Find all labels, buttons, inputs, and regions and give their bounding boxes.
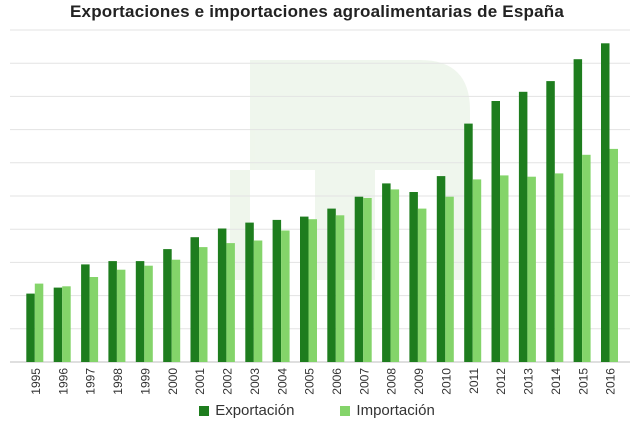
bar-importacion-2012 [500,175,509,362]
legend-label-exportacion: Exportación [215,402,295,419]
bar-importacion-1997 [89,277,99,362]
x-tick-label: 2008 [385,368,399,395]
bar-exportacion-2014 [546,81,555,362]
bar-exportacion-1996 [53,287,63,362]
bar-exportacion-2001 [190,237,199,362]
legend: Exportación Importación [0,402,634,419]
bar-importacion-2005 [308,219,317,362]
legend-item-exportacion: Exportación [199,402,294,419]
bar-exportacion-2005 [300,216,309,362]
x-tick-label: 2003 [248,368,262,395]
bar-exportacion-2007 [354,196,364,362]
bar-exportacion-2004 [272,219,282,362]
legend-swatch-importacion [340,405,351,416]
x-tick-label: 2011 [467,368,481,394]
bar-importacion-2015 [582,154,591,362]
x-tick-label: 2006 [330,368,344,395]
x-axis: 1995 1996 1997 1998 1999 2000 2001 2002 2003 2004… [29,368,618,395]
x-tick-label: 2012 [494,368,508,395]
bar-importacion-2009 [417,208,427,362]
bar-exportacion-1999 [135,261,145,362]
bar-exportacion-1998 [108,261,117,362]
x-tick-label: 1997 [84,368,98,395]
bar-exportacion-2009 [409,192,418,362]
bar-importacion-2000 [171,259,181,362]
x-tick-label: 2014 [549,368,563,395]
bar-exportacion-2003 [245,222,254,362]
x-tick-label: 2009 [412,368,426,395]
x-tick-label: 2000 [166,368,180,395]
bar-importacion-2011 [472,179,482,362]
bar-importacion-1996 [62,286,71,362]
x-tick-label: 2007 [357,368,371,395]
x-tick-label: 2015 [576,368,590,395]
chart-title: Exportaciones e importaciones agroalimen… [70,2,564,21]
bar-exportacion-2015 [573,59,583,362]
bar-exportacion-2000 [163,249,172,362]
bar-exportacion-2002 [217,228,227,362]
bar-exportacion-2010 [436,176,446,362]
legend-label-importacion: Importación [356,402,435,419]
bar-importacion-2008 [390,189,400,362]
bars [26,43,618,363]
x-tick-label: 2016 [604,368,618,395]
bar-exportacion-1995 [26,293,35,362]
x-tick-label: 2013 [522,368,536,395]
bar-exportacion-1997 [81,264,90,362]
bar-importacion-1998 [116,269,126,362]
legend-item-importacion: Importación [340,402,435,419]
bar-importacion-2004 [281,230,290,362]
bar-exportacion-2012 [491,101,500,362]
bar-exportacion-2013 [518,91,528,363]
bar-importacion-1999 [144,265,153,362]
bar-exportacion-2008 [382,183,391,362]
bar-importacion-1995 [34,283,44,362]
x-tick-label: 2004 [275,368,289,395]
x-tick-label: 1999 [138,368,152,395]
legend-swatch-exportacion [199,405,210,416]
bar-importacion-2003 [253,240,263,362]
bar-importacion-2010 [445,196,454,362]
x-tick-label: 2002 [221,368,235,395]
x-tick-label: 1998 [111,368,125,395]
bar-importacion-2016 [609,148,618,362]
bar-importacion-2001 [199,247,208,362]
bar-importacion-2013 [527,176,536,362]
x-tick-label: 1996 [56,368,70,395]
bar-exportacion-2006 [327,208,336,362]
bar-importacion-2014 [554,173,564,362]
bar-exportacion-2011 [464,123,473,362]
bar-importacion-2007 [363,198,372,362]
x-tick-label: 2005 [303,368,317,395]
x-tick-label: 2001 [193,368,207,395]
watermark-logo [230,60,470,280]
bar-importacion-2002 [226,243,235,362]
x-tick-label: 1995 [29,368,43,395]
bar-exportacion-2016 [601,43,610,363]
x-tick-label: 2010 [439,368,453,395]
bar-importacion-2006 [335,215,345,362]
